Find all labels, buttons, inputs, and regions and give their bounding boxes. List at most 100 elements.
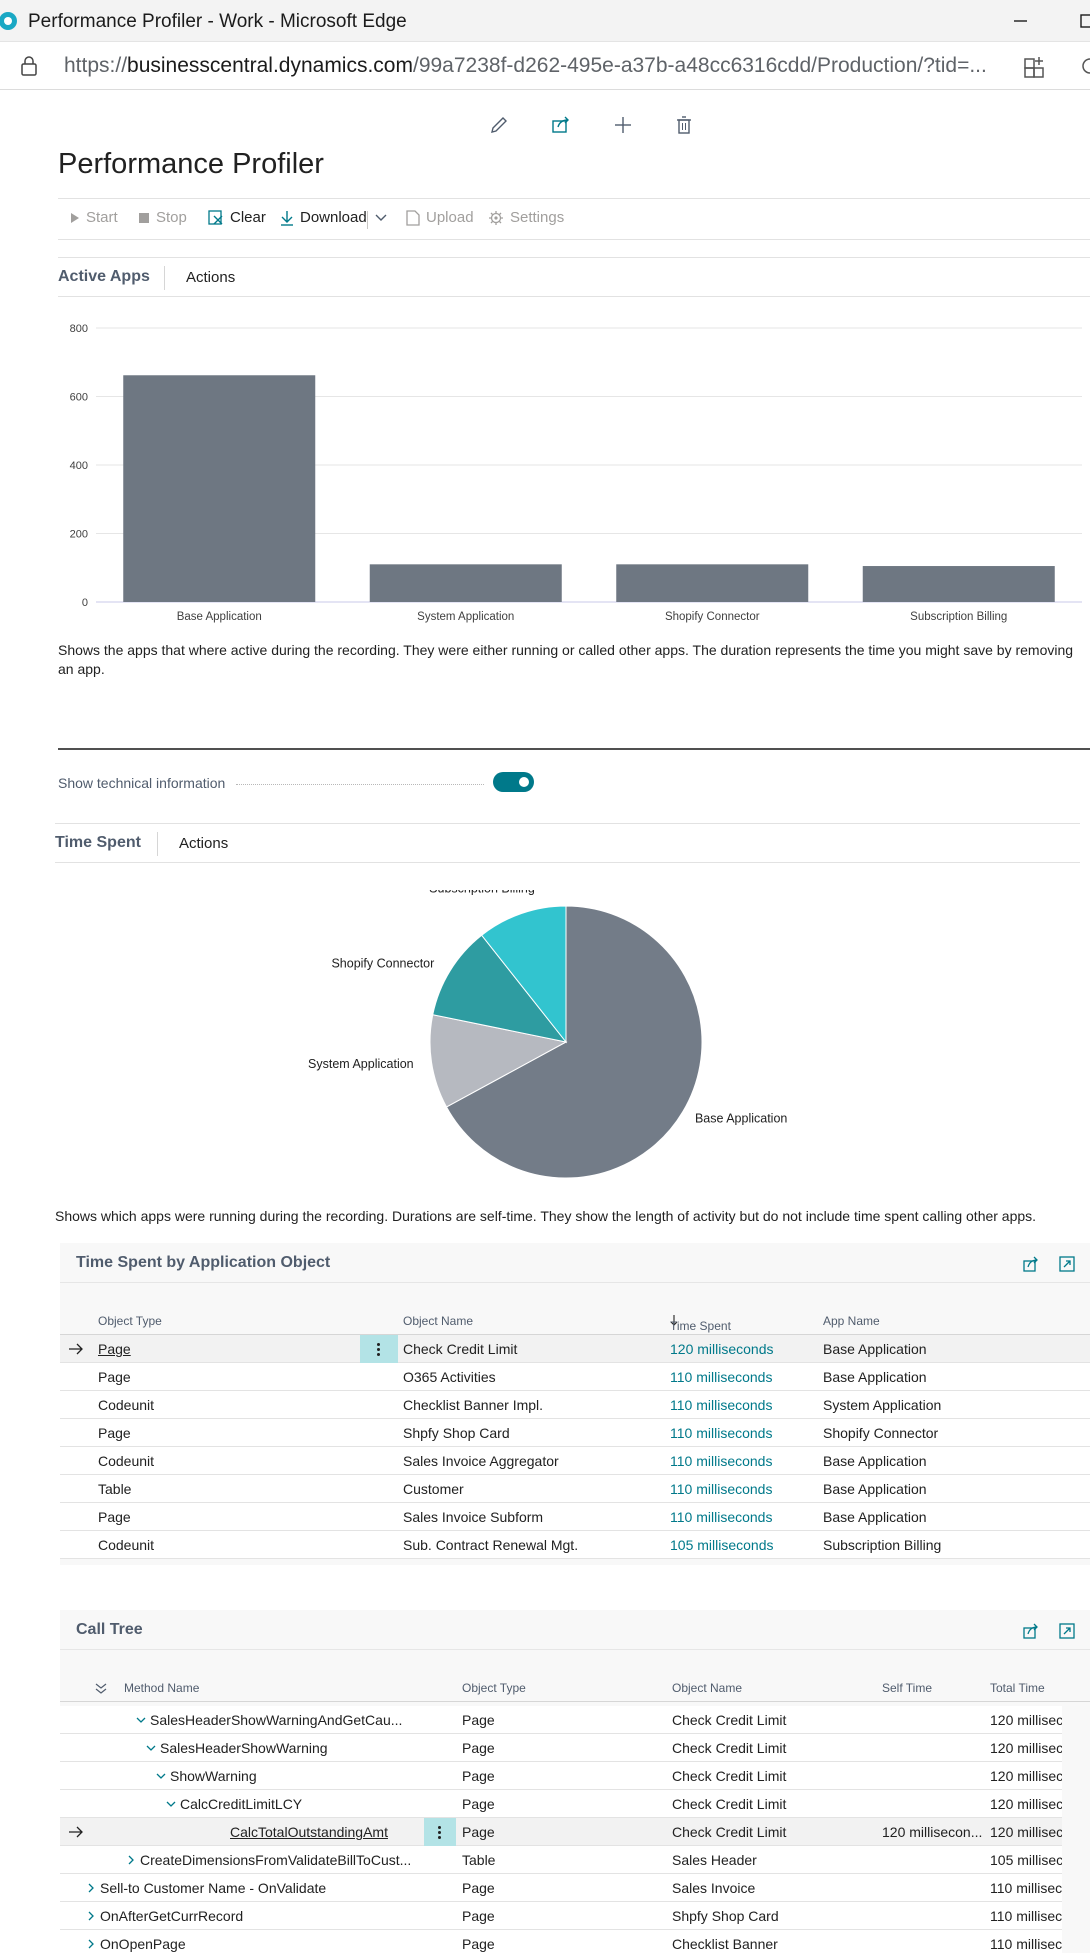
column-total-time[interactable]: Total Time [990,1681,1045,1695]
upload-action[interactable]: Upload [406,209,474,226]
cell-object-name: Check Credit Limit [672,1824,787,1840]
objects-list-title[interactable]: Time Spent by Application Object [76,1254,331,1271]
row-actions-button[interactable] [360,1335,398,1363]
cell-object-type: Page [462,1768,495,1784]
share-icon[interactable] [550,114,572,136]
column-app-name[interactable]: App Name [823,1314,880,1328]
download-action[interactable]: Download [280,209,367,226]
settings-action[interactable]: Settings [488,209,564,226]
active-apps-title[interactable]: Active Apps [58,268,150,285]
app-available-icon[interactable] [1022,54,1048,80]
cell-method-name[interactable]: CalcTotalOutstandingAmt [230,1824,388,1840]
cell-total-time: 120 millisec [990,1712,1062,1728]
tree-row[interactable]: ShowWarning Page Check Credit Limit 120 mil… [60,1762,1062,1790]
column-object-name[interactable]: Object Name [403,1314,474,1328]
cell-time-spent[interactable]: 110 milliseconds [670,1425,773,1441]
column-object-name[interactable]: Object Name [672,1681,743,1695]
column-self-time[interactable]: Self Time [882,1681,933,1695]
column-object-type[interactable]: Object Type [98,1314,162,1328]
table-row[interactable]: Codeunit Sales Invoice Aggregator 110 mill… [60,1447,1090,1475]
row-actions-button[interactable] [424,1818,456,1846]
tree-row[interactable]: SalesHeaderShowWarning Page Check Credit L… [60,1734,1062,1762]
cell-method-name: Sell-to Customer Name - OnValidate [100,1880,327,1896]
tree-row[interactable]: CreateDimensionsFromValidateBillToCust..… [60,1846,1062,1874]
collapse-icon[interactable] [134,1713,148,1727]
expand-icon[interactable] [1058,1255,1076,1273]
table-row[interactable]: Codeunit Sub. Contract Renewal Mgt. 105 mi… [60,1531,1090,1559]
maximize-icon [1080,14,1090,28]
download-dropdown-button[interactable] [374,213,388,223]
pie-slice-system-application[interactable] [429,1014,568,1108]
tree-row[interactable]: OnAfterGetCurrRecord Page Shpfy Shop Card 1… [60,1902,1062,1930]
minimize-button[interactable] [1000,6,1040,36]
time-spent-actions-button[interactable]: Actions [179,835,229,852]
expand-icon[interactable] [124,1853,138,1867]
column-object-type[interactable]: Object Type [462,1681,526,1695]
url-text[interactable]: https://businesscentral.dynamics.com/99a… [64,54,987,77]
cell-total-time: 120 millisec [990,1740,1062,1756]
address-bar[interactable]: https://businesscentral.dynamics.com/99a… [0,42,1090,90]
collapse-icon[interactable] [144,1741,158,1755]
cell-object-name: Customer [403,1481,464,1497]
show-technical-info-toggle[interactable] [493,772,534,792]
maximize-button[interactable] [1068,6,1090,36]
active-apps-actions-button[interactable]: Actions [186,269,236,286]
share-icon[interactable] [1022,1622,1040,1640]
field-leader-dots [236,784,484,785]
cell-time-spent[interactable]: 110 milliseconds [670,1481,773,1497]
tree-row[interactable]: Sell-to Customer Name - OnValidate Page Sa… [60,1874,1062,1902]
bar-system-application[interactable] [369,564,562,602]
cell-object-name: Sales Invoice Subform [403,1509,544,1525]
tree-row[interactable]: OnOpenPage Page Checklist Banner 110 millis… [60,1930,1062,1953]
bar-shopify-connector[interactable] [616,564,809,602]
table-row[interactable]: Page Check Credit Limit 120 milliseconds Ba… [60,1335,1090,1363]
start-action[interactable]: Start [70,209,118,226]
delete-icon[interactable] [673,114,695,136]
cell-app-name: Base Application [823,1481,927,1497]
tree-row[interactable]: SalesHeaderShowWarningAndGetCau... Page Ch… [60,1706,1062,1734]
cell-time-spent[interactable]: 110 milliseconds [670,1453,773,1469]
cell-time-spent[interactable]: 110 milliseconds [670,1397,773,1413]
stop-action[interactable]: Stop [138,209,187,226]
pie-slice-subscription-billing[interactable] [481,905,567,1044]
cell-time-spent[interactable]: 120 milliseconds [670,1341,774,1357]
cell-object-name: Sub. Contract Renewal Mgt. [403,1537,579,1553]
tree-row[interactable]: CalcCreditLimitLCY Page Check Credit Limit… [60,1790,1062,1818]
cell-time-spent[interactable]: 110 milliseconds [670,1509,773,1525]
share-icon[interactable] [1022,1255,1040,1273]
cell-time-spent[interactable]: 110 milliseconds [670,1369,773,1385]
cell-object-name: Check Credit Limit [403,1341,518,1357]
time-spent-title[interactable]: Time Spent [55,834,141,851]
table-row[interactable]: Table Customer 110 milliseconds Base Applic… [60,1475,1090,1503]
cell-object-type: Codeunit [98,1537,155,1553]
lock-icon [21,56,37,76]
cell-object-type[interactable]: Page [98,1341,131,1357]
table-row[interactable]: Page Sales Invoice Subform 110 millisecond… [60,1503,1090,1531]
cell-time-spent[interactable]: 105 milliseconds [670,1537,774,1553]
collapse-all-icon[interactable] [94,1682,108,1696]
collapse-icon[interactable] [164,1797,178,1811]
column-method-name[interactable]: Method Name [124,1681,200,1695]
table-row[interactable]: Codeunit Checklist Banner Impl. 110 millis… [60,1391,1090,1419]
expand-icon[interactable] [84,1909,98,1923]
call-tree-title[interactable]: Call Tree [76,1621,143,1638]
new-icon[interactable] [612,114,634,136]
edit-icon[interactable] [488,114,510,136]
bar-base-application[interactable] [123,375,316,602]
expand-icon[interactable] [84,1937,98,1951]
browser-more-icon[interactable] [1080,56,1090,76]
cell-object-name: Check Credit Limit [672,1796,787,1812]
table-row[interactable]: Page Shpfy Shop Card 110 milliseconds Shopi… [60,1419,1090,1447]
bar-subscription-billing[interactable] [862,566,1055,602]
cell-object-type: Page [98,1425,131,1441]
expand-icon[interactable] [84,1881,98,1895]
section-divider [58,748,1090,750]
expand-icon[interactable] [1058,1622,1076,1640]
pie-slice-shopify-connector[interactable] [432,934,568,1043]
collapse-icon[interactable] [154,1769,168,1783]
clear-action[interactable]: Clear [208,209,266,226]
column-time-spent[interactable]: Time Spent [670,1314,731,1333]
tree-row[interactable]: CalcTotalOutstandingAmt Page Check Credit … [60,1818,1062,1846]
table-row[interactable]: Page O365 Activities 110 milliseconds Base … [60,1363,1090,1391]
pie-slice-base-application[interactable] [445,905,703,1179]
